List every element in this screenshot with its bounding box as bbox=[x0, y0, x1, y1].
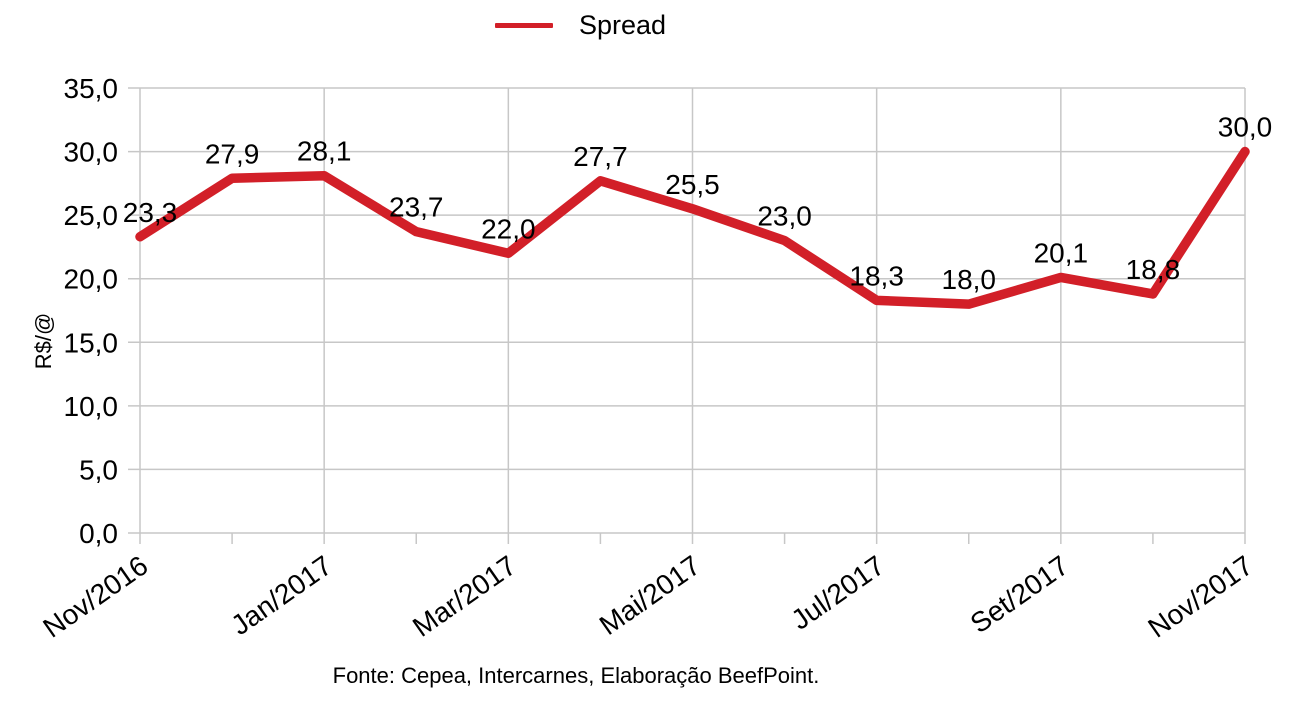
x-tick-label: Jul/2017 bbox=[786, 550, 891, 636]
y-tick-label: 15,0 bbox=[64, 327, 119, 358]
data-label: 25,5 bbox=[665, 169, 720, 200]
x-tick-label: Nov/2017 bbox=[1142, 550, 1258, 644]
data-label: 23,0 bbox=[757, 201, 812, 232]
data-label: 28,1 bbox=[297, 136, 352, 167]
data-label: 27,9 bbox=[205, 138, 260, 169]
data-label: 23,7 bbox=[389, 192, 444, 223]
data-label: 27,7 bbox=[573, 141, 628, 172]
y-tick-label: 5,0 bbox=[79, 454, 118, 485]
source-note: Fonte: Cepea, Intercarnes, Elaboração Be… bbox=[332, 663, 820, 688]
y-tick-label: 25,0 bbox=[64, 200, 119, 231]
x-tick-label: Set/2017 bbox=[965, 550, 1075, 640]
y-axis-title: R$/@ bbox=[31, 312, 56, 370]
data-label: 30,0 bbox=[1218, 112, 1273, 143]
x-tick-label: Mai/2017 bbox=[594, 550, 706, 641]
data-label: 23,3 bbox=[123, 197, 178, 228]
y-tick-label: 20,0 bbox=[64, 264, 119, 295]
x-tick-label: Mar/2017 bbox=[407, 550, 522, 643]
spread-line bbox=[135, 146, 1250, 309]
data-label: 18,3 bbox=[849, 260, 904, 291]
y-tick-label: 35,0 bbox=[64, 73, 119, 104]
x-tick-label: Jan/2017 bbox=[225, 550, 337, 641]
y-tick-label: 0,0 bbox=[79, 518, 118, 549]
data-label: 18,8 bbox=[1126, 254, 1181, 285]
data-label: 20,1 bbox=[1034, 237, 1089, 268]
legend-line-swatch bbox=[495, 23, 553, 28]
x-tick-label: Nov/2016 bbox=[37, 550, 153, 644]
data-label: 22,0 bbox=[481, 213, 536, 244]
legend-label: Spread bbox=[579, 10, 667, 40]
legend: Spread bbox=[495, 12, 666, 39]
y-tick-label: 30,0 bbox=[64, 137, 119, 168]
y-tick-label: 10,0 bbox=[64, 391, 119, 422]
data-label: 18,0 bbox=[942, 264, 997, 295]
